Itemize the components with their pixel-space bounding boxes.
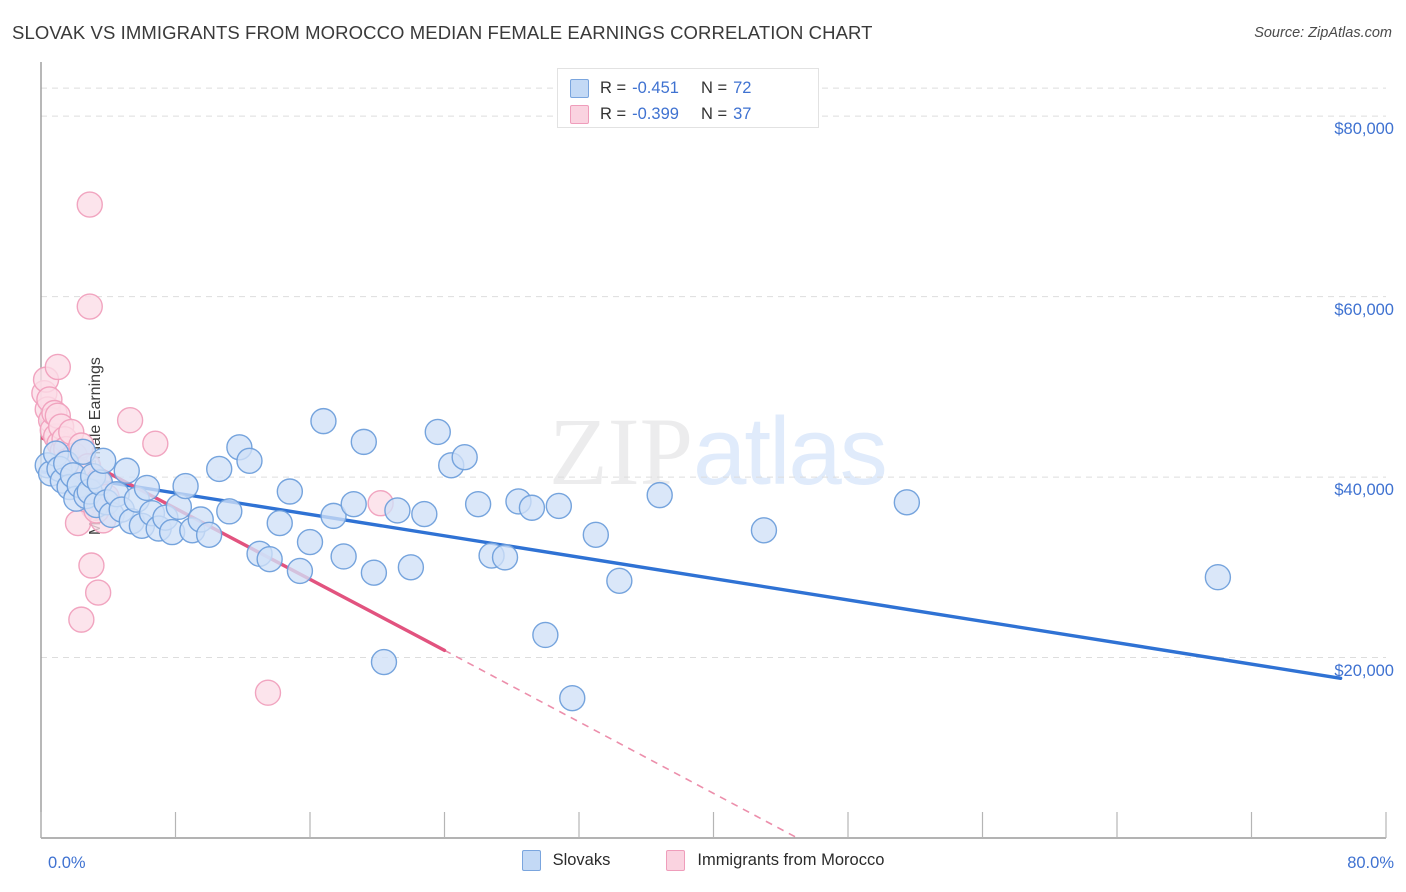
correlation-row-slovaks: R = -0.451 N = 72 [570,75,808,101]
y-tick-label-60000: $60,000 [1334,300,1394,319]
slovaks-swatch-icon [521,850,541,871]
y-tick-label-20000: $20,000 [1334,661,1394,680]
y-tick-label-80000: $80,000 [1334,120,1394,139]
r-value-morocco: -0.399 [632,104,679,123]
trend-lines [41,435,1343,838]
legend-item-morocco[interactable]: Immigrants from Morocco [666,850,884,871]
r-value-slovaks: -0.451 [632,78,679,97]
r-label-morocco: R = [600,104,627,123]
page-title: SLOVAK VS IMMIGRANTS FROM MOROCCO MEDIAN… [12,22,873,43]
y-tick-label-40000: $40,000 [1334,481,1394,500]
r-label-slovaks: R = [600,78,627,97]
gridlines [41,87,1386,659]
data-points-slovaks [34,407,1232,712]
n-value-morocco: 37 [733,104,752,123]
x-tick-label-min: 0.0% [48,854,86,872]
n-label-slovaks: N = [700,78,728,97]
n-value-slovaks: 72 [733,78,752,97]
source-attribution: Source: ZipAtlas.com [1254,25,1392,41]
correlation-legend: R = -0.451 N = 72 R = -0.399 N = 37 [557,68,819,128]
n-label-morocco: N = [700,104,728,123]
series-legend: Slovaks Immigrants from Morocco [0,850,1406,871]
morocco-swatch-icon [666,850,686,871]
x-axis-ticks [40,812,1387,838]
legend-label-morocco: Immigrants from Morocco [697,851,885,869]
x-tick-label-max: 80.0% [1347,854,1394,872]
blue-swatch-icon [570,78,589,98]
pink-swatch-icon [570,104,589,124]
legend-item-slovaks[interactable]: Slovaks [521,850,611,871]
legend-label-slovaks: Slovaks [552,851,611,869]
correlation-row-morocco: R = -0.399 N = 37 [570,101,808,127]
